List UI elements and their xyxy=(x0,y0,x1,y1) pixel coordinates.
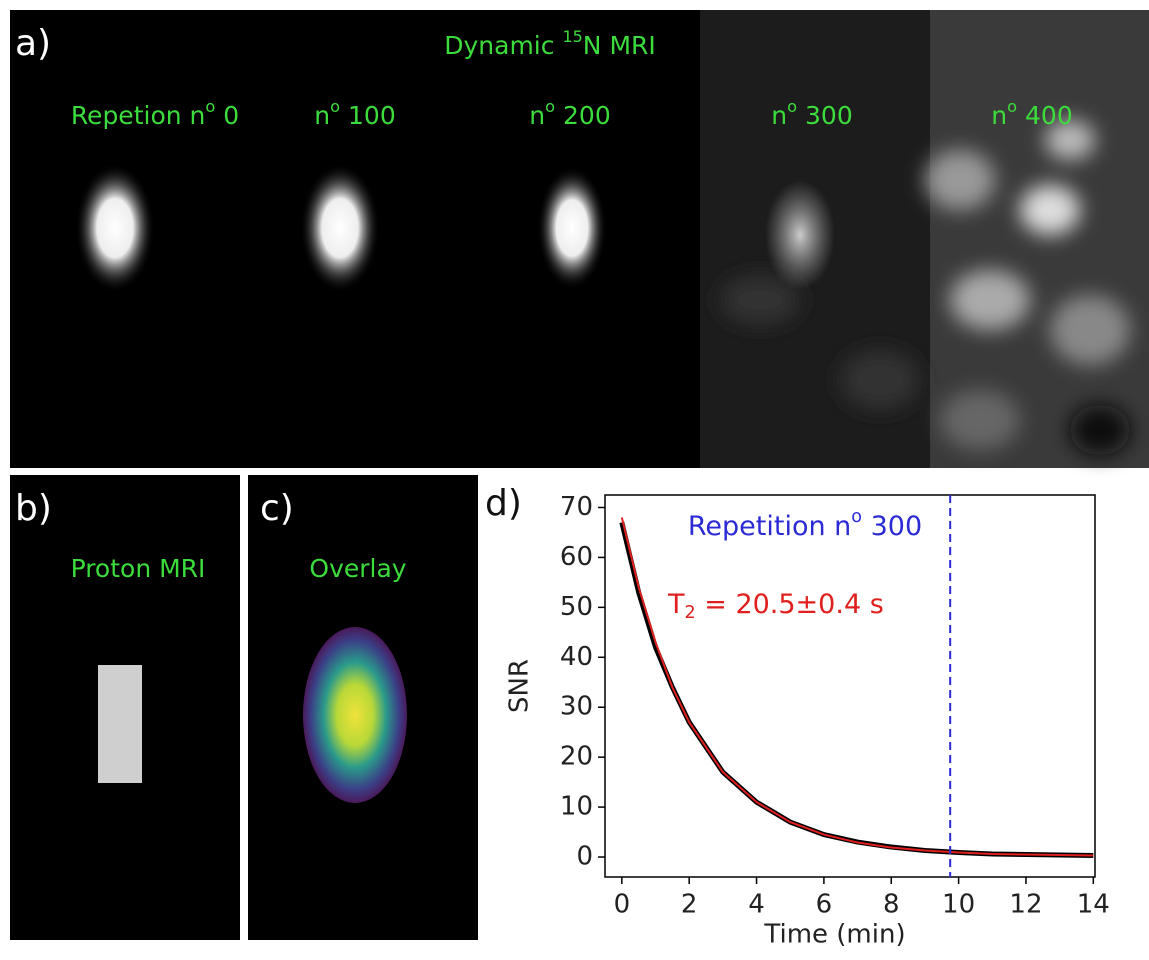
title-sup: 15 xyxy=(562,27,582,46)
label-part: = 20.5±0.4 s xyxy=(696,589,884,620)
label-sup: o xyxy=(787,97,797,116)
label: Repetition no 300 xyxy=(688,507,922,542)
signal-blob xyxy=(765,180,835,290)
label-part: Repetition n xyxy=(688,511,851,542)
proton-image xyxy=(98,665,142,783)
data-line xyxy=(620,517,1094,857)
y-tick-label: 60 xyxy=(560,542,593,572)
label-part: 300 xyxy=(862,511,922,542)
label: Repetion no 0 xyxy=(71,97,239,131)
signal-blob xyxy=(75,163,155,293)
panel-a: a) Dynamic 15N MRI Repetion no 0 no 100 no… xyxy=(10,10,1149,468)
label-part: 100 xyxy=(340,101,396,130)
label: no 300 xyxy=(771,97,852,131)
label-part: n xyxy=(314,101,330,130)
panel-label: a) xyxy=(15,23,51,64)
label-sub: 2 xyxy=(685,603,696,623)
panel-title: Proton MRI xyxy=(71,554,206,583)
x-tick-label: 8 xyxy=(883,890,900,920)
y-tick-label: 0 xyxy=(576,842,593,872)
label-part: 400 xyxy=(1017,101,1073,130)
panel-label: d) xyxy=(485,483,522,524)
label: no 400 xyxy=(991,97,1072,131)
label: no 100 xyxy=(314,97,395,131)
y-tick-label: 10 xyxy=(560,792,593,822)
label-sup: o xyxy=(330,97,340,116)
x-tick-label: 4 xyxy=(748,890,765,920)
signal-blob xyxy=(537,166,607,290)
label: no 200 xyxy=(529,97,610,131)
label-part: Repetion n xyxy=(71,101,206,130)
x-tick-label: 10 xyxy=(942,890,975,920)
x-tick-label: 6 xyxy=(816,890,833,920)
plot-frame xyxy=(604,494,1096,878)
label: T2 = 20.5±0.4 s xyxy=(667,589,884,624)
y-tick-label: 70 xyxy=(560,492,593,522)
label-sup: o xyxy=(851,507,862,527)
y-tick-label: 50 xyxy=(560,592,593,622)
y-tick-label: 20 xyxy=(560,742,593,772)
x-axis-label: Time (min) xyxy=(763,920,905,950)
label-sup: o xyxy=(545,97,555,116)
panel-label: b) xyxy=(15,488,52,529)
label-part: n xyxy=(771,101,787,130)
noise-texture xyxy=(720,120,1130,455)
label-part: 300 xyxy=(797,101,853,130)
x-tick-label: 14 xyxy=(1077,890,1110,920)
signal-blob xyxy=(300,163,380,293)
label-part: 200 xyxy=(555,101,611,130)
image-noise xyxy=(930,10,1149,468)
x-tick-label: 12 xyxy=(1009,890,1042,920)
overlay-image xyxy=(303,627,407,803)
panel-title: Dynamic 15N MRI xyxy=(444,27,656,61)
label-part: n xyxy=(991,101,1007,130)
x-tick-label: 0 xyxy=(614,890,631,920)
panel-c: c) Overlay xyxy=(248,475,478,940)
label-part: n xyxy=(529,101,545,130)
y-tick-label: 30 xyxy=(560,692,593,722)
y-tick-label: 40 xyxy=(560,642,593,672)
panel-title: Overlay xyxy=(309,554,406,583)
y-axis-label: SNR xyxy=(505,659,535,713)
panel-label: c) xyxy=(260,488,294,529)
label-sup: o xyxy=(205,97,215,116)
x-tick-label: 2 xyxy=(681,890,698,920)
label-part: T xyxy=(667,589,685,620)
panel-b: b) Proton MRI xyxy=(10,475,240,940)
title-part: N MRI xyxy=(583,31,656,60)
title-part: Dynamic xyxy=(444,31,562,60)
panel-d: d) 0 10 20 30 40 50 60 70 0 2 4 6 8 10 12 14 Time (min) S… xyxy=(485,483,1110,950)
label-sup: o xyxy=(1007,97,1017,116)
label-part: 0 xyxy=(215,101,239,130)
